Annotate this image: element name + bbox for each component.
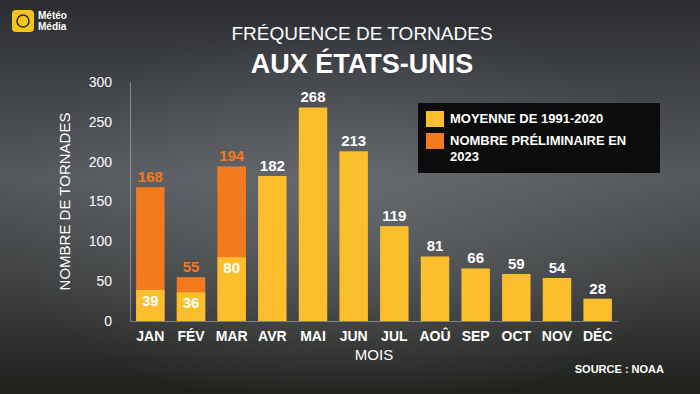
y-tick: 250 xyxy=(89,114,130,130)
bar xyxy=(583,299,611,321)
bar xyxy=(217,257,245,321)
title: AUX ÉTATS-UNIS xyxy=(251,48,474,79)
data-label: 66 xyxy=(467,249,484,266)
x-axis-title: MOIS xyxy=(355,346,393,363)
bar xyxy=(177,292,205,321)
bar xyxy=(299,107,327,321)
x-tick-label: DÉC xyxy=(583,328,613,344)
logo: MétéoMédia xyxy=(12,10,67,32)
legend: MOYENNE DE 1991-2020 NOMBRE PRÉLIMINAIRE … xyxy=(418,103,660,173)
y-axis-line xyxy=(130,83,131,322)
data-labels: 39 36 80 182 268 213 119 81 66 59 54 28 168 55 194 xyxy=(138,88,606,311)
bar xyxy=(421,256,449,321)
data-label: 81 xyxy=(427,237,444,254)
x-axis: JAN FÉV MAR AVR MAI JUN JUL AOÛ SEP OCT NOV DÉC xyxy=(131,321,619,344)
y-tick: 300 xyxy=(89,74,130,90)
data-label: 59 xyxy=(508,255,525,272)
x-tick: DÉC xyxy=(583,321,613,344)
bar xyxy=(339,151,367,321)
y-tick: 0 xyxy=(104,313,130,329)
data-label: 80 xyxy=(223,259,240,276)
legend-swatch xyxy=(426,111,444,127)
data-label: 268 xyxy=(300,88,325,105)
y-axis-title: NOMBRE DE TORNADES xyxy=(56,113,73,291)
data-label: 168 xyxy=(138,168,163,185)
x-tick-label: AVR xyxy=(258,328,287,344)
data-label: 55 xyxy=(183,258,200,275)
data-label: 213 xyxy=(341,132,366,149)
logo-text: MétéoMédia xyxy=(38,10,67,32)
x-tick-label: MAI xyxy=(300,328,326,344)
y-tick-label: 100 xyxy=(89,233,113,249)
legend-label: MOYENNE DE 1991-2020 xyxy=(450,111,603,126)
y-axis: 0 50 100 150 200 250 300 xyxy=(89,74,131,329)
bar xyxy=(258,176,286,321)
bar xyxy=(461,268,489,321)
bar xyxy=(502,274,530,321)
x-tick: MAI xyxy=(300,321,326,344)
x-tick: AOÛ xyxy=(419,321,450,344)
source: SOURCE : NOAA xyxy=(575,363,664,375)
y-tick: 50 xyxy=(96,273,130,289)
legend-box xyxy=(418,103,660,173)
data-label: 28 xyxy=(589,280,606,297)
bar xyxy=(136,187,164,321)
subtitle: FRÉQUENCE DE TORNADES xyxy=(231,23,492,44)
x-axis-line xyxy=(131,321,619,322)
bar xyxy=(136,290,164,321)
logo-icon xyxy=(12,10,34,32)
x-tick-label: JUL xyxy=(381,328,408,344)
bar xyxy=(217,166,245,321)
data-label: 119 xyxy=(382,207,406,224)
bar xyxy=(380,226,408,321)
bar xyxy=(543,278,571,321)
x-tick: OCT xyxy=(502,321,532,344)
y-tick-label: 250 xyxy=(89,114,113,130)
legend-swatch xyxy=(426,133,444,149)
x-tick: MAR xyxy=(216,321,248,344)
background xyxy=(0,0,700,394)
legend-label: NOMBRE PRÉLIMINAIRE EN2023 xyxy=(450,133,626,164)
data-label: 182 xyxy=(260,157,285,174)
x-tick-label: SEP xyxy=(462,328,490,344)
x-tick-label: AOÛ xyxy=(419,327,450,344)
x-tick-label: OCT xyxy=(502,328,532,344)
y-tick-label: 50 xyxy=(96,273,112,289)
series-1 xyxy=(136,166,246,321)
data-label: 54 xyxy=(549,259,566,276)
y-tick-label: 300 xyxy=(89,74,113,90)
x-tick: JAN xyxy=(136,321,164,344)
data-label: 36 xyxy=(183,294,200,311)
x-tick-label: FÉV xyxy=(177,328,205,344)
x-tick-label: JUN xyxy=(340,328,368,344)
y-tick: 150 xyxy=(89,193,130,209)
x-tick: AVR xyxy=(258,321,287,344)
legend-item: NOMBRE PRÉLIMINAIRE EN2023 xyxy=(426,133,626,164)
y-tick-label: 0 xyxy=(104,313,112,329)
y-tick: 100 xyxy=(89,233,130,249)
y-tick-label: 200 xyxy=(89,154,113,170)
x-tick-label: JAN xyxy=(136,328,164,344)
x-tick: NOV xyxy=(542,321,573,344)
y-tick-label: 150 xyxy=(89,193,113,209)
data-label: 194 xyxy=(219,147,245,164)
data-label: 39 xyxy=(142,292,159,309)
x-tick: FÉV xyxy=(177,321,205,344)
legend-item: MOYENNE DE 1991-2020 xyxy=(426,111,603,127)
x-tick: SEP xyxy=(462,321,490,344)
bar xyxy=(177,277,205,321)
x-tick-label: NOV xyxy=(542,328,573,344)
y-tick: 200 xyxy=(89,154,130,170)
chart: MétéoMédia FRÉQUENCE DE TORNADES AUX ÉTATS… xyxy=(0,0,700,394)
x-tick: JUL xyxy=(381,321,408,344)
x-tick: JUN xyxy=(340,321,368,344)
background-glow xyxy=(0,0,700,394)
logo-icon-detail xyxy=(17,15,29,27)
x-tick-label: MAR xyxy=(216,328,248,344)
